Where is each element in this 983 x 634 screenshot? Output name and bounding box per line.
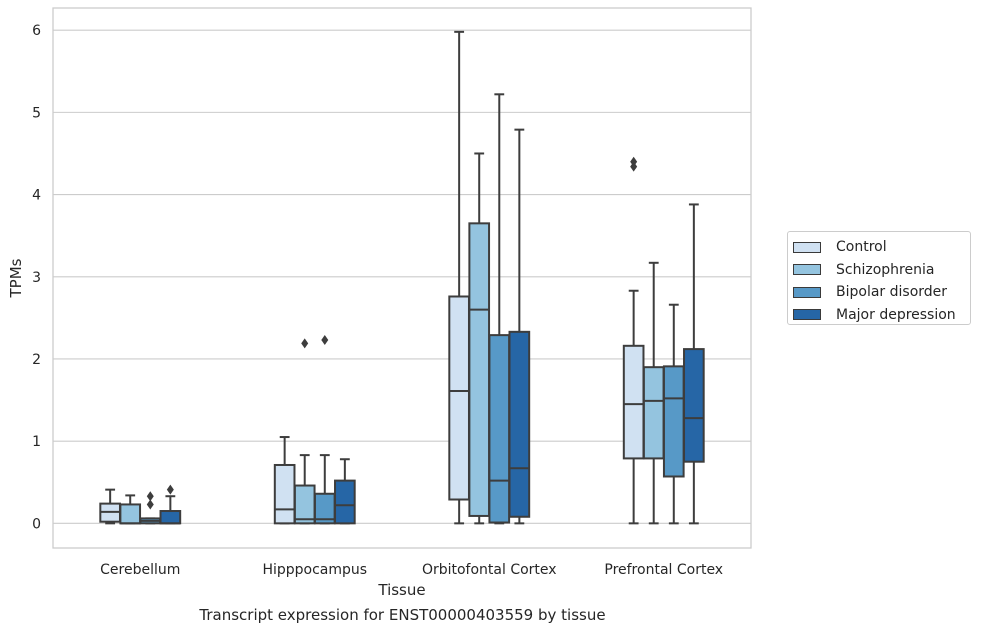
box-major-depression — [159, 484, 182, 525]
box-bipolar-disorder — [139, 491, 162, 525]
box-control — [622, 156, 645, 525]
chart-caption: Transcript expression for ENST0000040355… — [199, 606, 606, 624]
legend-swatch — [793, 241, 821, 253]
box-iqr — [508, 330, 531, 518]
x-tick-label: Cerebellum — [100, 562, 180, 578]
box-iqr — [273, 463, 296, 525]
box-iqr — [448, 295, 470, 501]
box-control — [448, 30, 470, 525]
box-iqr — [683, 348, 705, 463]
box-iqr — [662, 365, 685, 478]
outlier-point — [321, 335, 329, 346]
x-tick-label: Prefrontal Cortex — [604, 562, 723, 578]
x-tick-label: Hipppocampus — [262, 562, 367, 578]
box-iqr — [334, 479, 356, 525]
box-iqr — [119, 503, 142, 525]
y-tick-label: 6 — [32, 23, 41, 39]
box-schizophrenia — [119, 494, 142, 525]
x-tick-label: Orbitofontal Cortex — [422, 562, 557, 578]
y-tick-label: 4 — [32, 188, 41, 204]
box-bipolar-disorder — [313, 335, 336, 525]
y-tick-label: 3 — [32, 270, 41, 286]
box-iqr — [642, 366, 665, 460]
outlier-point — [630, 156, 638, 167]
legend-item: Major depression — [793, 304, 970, 327]
box-control — [273, 436, 296, 525]
box-iqr — [468, 222, 491, 517]
y-axis-label: TPMs — [7, 258, 25, 298]
box-iqr — [159, 510, 182, 525]
y-tick-label: 2 — [32, 352, 41, 368]
y-tick-label: 0 — [32, 516, 41, 532]
box-series — [99, 30, 705, 525]
outlier-point — [166, 484, 174, 495]
box-bipolar-disorder — [488, 93, 511, 525]
x-axis-label: Tissue — [377, 581, 425, 599]
legend-label: Control — [836, 239, 887, 256]
legend-item: Schizophrenia — [793, 259, 970, 282]
outlier-point — [146, 491, 154, 502]
box-schizophrenia — [293, 338, 316, 525]
box-schizophrenia — [468, 152, 491, 525]
outlier-point — [301, 338, 309, 349]
box-control — [99, 488, 121, 525]
y-axis-ticks: 0 1 2 3 4 5 6 — [32, 23, 41, 532]
legend-label: Major depression — [836, 306, 956, 323]
box-iqr — [488, 334, 511, 524]
legend-swatch — [793, 286, 821, 298]
legend-swatch — [793, 309, 821, 321]
box-iqr — [293, 484, 316, 525]
box-bipolar-disorder — [662, 303, 685, 525]
box-schizophrenia — [642, 261, 665, 525]
legend-item: Control — [793, 236, 970, 259]
legend-item: Bipolar disorder — [793, 281, 970, 304]
legend-label: Bipolar disorder — [836, 284, 948, 301]
plot-frame — [52, 7, 752, 549]
outlier-point — [146, 499, 154, 510]
y-tick-label: 5 — [32, 105, 41, 121]
x-axis-ticks: Cerebellum Hipppocampus Orbitofontal Corte… — [100, 562, 723, 578]
box-major-depression — [334, 458, 356, 525]
legend-label: Schizophrenia — [836, 261, 935, 278]
y-tick-label: 1 — [32, 434, 41, 450]
legend: Control Schizophrenia Bipolar disorder Majo… — [787, 231, 971, 325]
legend-swatch — [793, 264, 821, 276]
box-major-depression — [683, 203, 705, 525]
gridlines — [53, 29, 751, 524]
box-iqr — [622, 344, 645, 460]
box-major-depression — [508, 128, 531, 525]
